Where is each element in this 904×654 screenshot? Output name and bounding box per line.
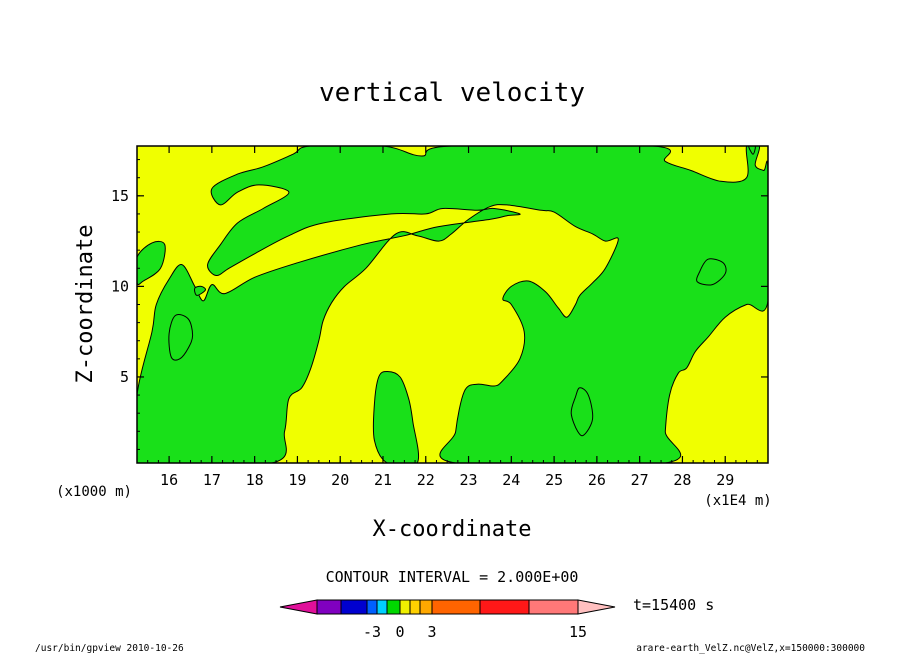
time-label: t=15400 s [633, 596, 714, 614]
x-tick-label: 21 [374, 471, 392, 489]
x-tick-label: 26 [588, 471, 606, 489]
contour-region-0 [137, 240, 166, 286]
contour-region-6 [194, 285, 207, 296]
colorbar-swatch [340, 599, 368, 615]
contour-region-1 [137, 146, 768, 463]
colorbar-arrow-low [279, 599, 318, 615]
y-tick-label: 10 [111, 277, 129, 295]
x-tick-label: 28 [673, 471, 691, 489]
x-tick-label: 20 [331, 471, 349, 489]
x-tick-label: 22 [417, 471, 435, 489]
colorbar-swatch [409, 599, 421, 615]
contour-region-5 [696, 258, 727, 286]
footer-left: /usr/bin/gpview 2010-10-26 [35, 643, 184, 654]
colorbar-swatch [376, 599, 388, 615]
colorbar-swatch [366, 599, 378, 615]
colorbar-swatch [419, 599, 433, 615]
contour-region-3 [168, 313, 194, 361]
colorbar: -3 0 3 15 [279, 599, 616, 641]
chart-title: vertical velocity [319, 78, 585, 108]
colorbar-tick-label: 0 [395, 623, 404, 641]
colorbar-swatch [316, 599, 342, 615]
x-scale-note: (x1E4 m) [704, 493, 771, 509]
colorbar-swatch [479, 599, 530, 615]
footer-right: arare-earth_VelZ.nc@VelZ,x=150000:300000 [636, 643, 865, 654]
x-tick-label: 27 [631, 471, 649, 489]
colorbar-tick-label: 15 [569, 623, 587, 641]
contour-regions [137, 146, 768, 463]
x-axis-label: X-coordinate [373, 517, 532, 542]
colorbar-swatch [431, 599, 481, 615]
contour-region-7 [748, 146, 756, 155]
contour-interval-label: CONTOUR INTERVAL = 2.000E+00 [326, 568, 579, 586]
colorbar-tick-label: -3 [363, 623, 381, 641]
x-tick-label: 19 [288, 471, 306, 489]
colorbar-tick-label: 3 [427, 623, 436, 641]
colorbar-swatch [528, 599, 579, 615]
x-tick-label: 24 [502, 471, 520, 489]
colorbar-swatch [386, 599, 401, 615]
y-axis-label: Z-coordinate [73, 225, 98, 384]
x-tick-label: 23 [460, 471, 478, 489]
contour-region-4 [570, 387, 594, 437]
contour-region-2 [372, 371, 420, 463]
plot-area: 16 17 18 19 20 21 22 23 24 25 26 27 28 29 5 10 15 [111, 145, 769, 489]
x-tick-label: 25 [545, 471, 563, 489]
x-tick-label: 29 [716, 471, 734, 489]
colorbar-arrow-high [577, 599, 616, 615]
y-tick-label: 15 [111, 187, 129, 205]
x-axis-ticks: 16 17 18 19 20 21 22 23 24 25 26 27 28 29 [136, 146, 769, 489]
colorbar-swatch [399, 599, 411, 615]
x-tick-label: 17 [203, 471, 221, 489]
y-tick-label: 5 [120, 368, 129, 386]
y-scale-note: (x1000 m) [56, 484, 132, 500]
y-axis-ticks: 5 10 15 [111, 159, 768, 450]
x-tick-label: 18 [246, 471, 264, 489]
x-tick-label: 16 [160, 471, 178, 489]
